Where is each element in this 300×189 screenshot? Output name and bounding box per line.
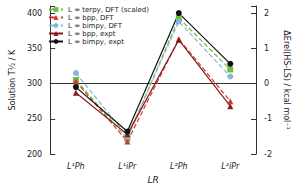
- svg-text:L = terpy, DFT (scaled): L = terpy, DFT (scaled): [68, 6, 149, 14]
- svg-text:400: 400: [27, 9, 42, 18]
- svg-text:-2: -2: [264, 150, 272, 159]
- svg-text:1: 1: [264, 44, 269, 53]
- svg-text:L¹iPr: L¹iPr: [118, 162, 137, 171]
- svg-text:L¹Ph: L¹Ph: [67, 162, 85, 171]
- svg-text:200: 200: [27, 150, 42, 159]
- svg-text:300: 300: [27, 79, 42, 88]
- svg-text:350: 350: [27, 44, 42, 53]
- svg-text:2: 2: [264, 9, 269, 18]
- svg-text:-1: -1: [264, 114, 272, 123]
- svg-text:L = bimpy, DFT: L = bimpy, DFT: [68, 22, 123, 30]
- svg-text:L = bpp, DFT: L = bpp, DFT: [68, 14, 114, 22]
- svg-text:LR: LR: [147, 175, 158, 185]
- svg-text:Solution T½ / K: Solution T½ / K: [8, 49, 17, 111]
- svg-text:L²iPr: L²iPr: [221, 162, 240, 171]
- svg-text:0: 0: [264, 79, 269, 88]
- svg-text:L = bimpy, expt: L = bimpy, expt: [68, 38, 124, 46]
- svg-text:250: 250: [27, 114, 42, 123]
- svg-text:ΔErel(HS-LS) / kcal mol⁻¹: ΔErel(HS-LS) / kcal mol⁻¹: [282, 30, 291, 129]
- svg-text:L = bpp, expt: L = bpp, expt: [68, 30, 116, 38]
- svg-text:L²Ph: L²Ph: [170, 162, 188, 171]
